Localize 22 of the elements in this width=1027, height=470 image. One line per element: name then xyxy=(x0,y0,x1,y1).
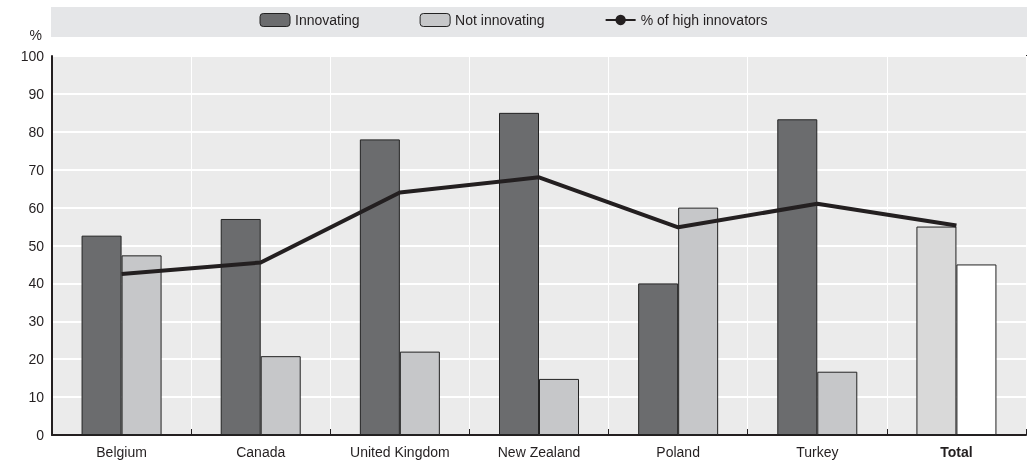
y-tick-label: 10 xyxy=(28,389,45,406)
x-tick-label: Canada xyxy=(236,444,286,460)
y-tick-label: 40 xyxy=(28,275,45,292)
x-tick-label: Poland xyxy=(656,444,700,460)
x-tick-label: Total xyxy=(940,444,973,460)
y-tick-label: 0 xyxy=(36,427,45,443)
legend-label: Not innovating xyxy=(455,12,545,28)
y-tick-label: 80 xyxy=(28,123,45,140)
y-tick-label: 30 xyxy=(28,313,45,330)
y-axis-title: % xyxy=(29,27,42,43)
y-tick-label: 100 xyxy=(20,48,45,64)
legend-label: % of high innovators xyxy=(640,12,768,28)
y-tick-label: 50 xyxy=(28,237,45,254)
x-tick-label: New Zealand xyxy=(497,444,581,460)
legend-label: Innovating xyxy=(295,12,360,28)
y-tick-label: 60 xyxy=(28,199,45,216)
x-tick-label: United Kingdom xyxy=(350,444,450,460)
y-tick-label: 20 xyxy=(28,351,45,368)
y-tick-label: 70 xyxy=(28,161,45,178)
y-tick-label: 90 xyxy=(28,85,45,102)
x-tick-label: Turkey xyxy=(796,444,839,460)
x-tick-label: Belgium xyxy=(96,444,147,460)
